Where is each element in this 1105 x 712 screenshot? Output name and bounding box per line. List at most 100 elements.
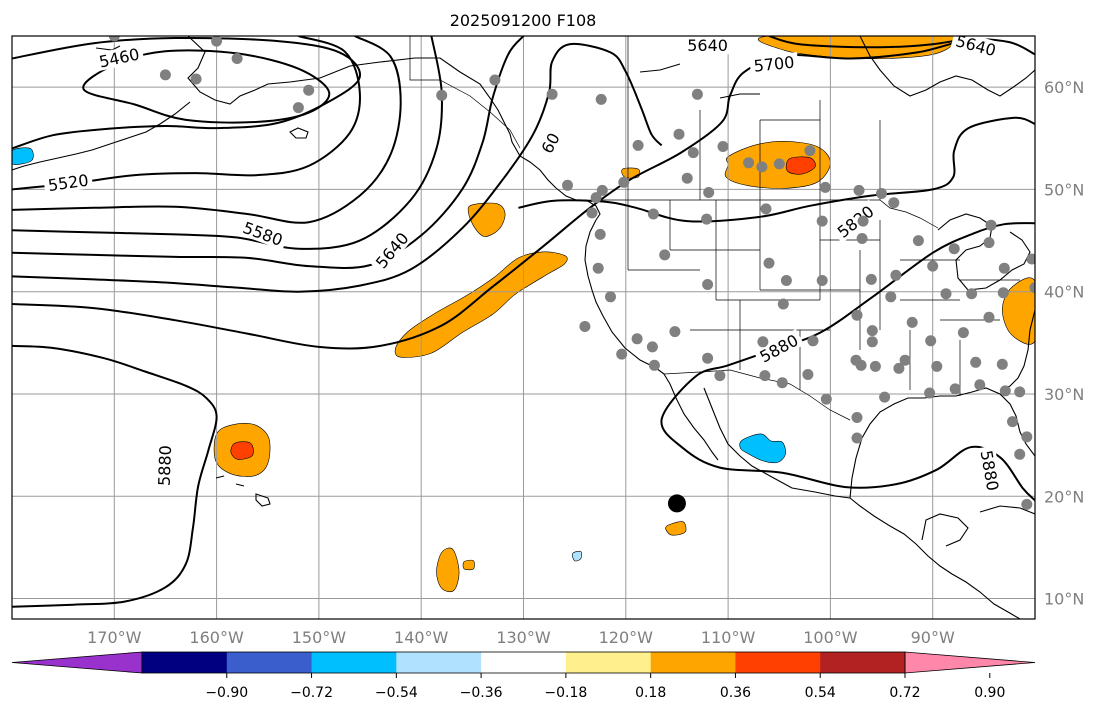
colorbar-bin [820,652,906,673]
colorbar-tick-label: 0.72 [889,685,920,701]
station-dot [1021,431,1033,443]
station-dot [159,69,171,81]
colorbar-bin [481,652,567,673]
station-dot [888,197,900,209]
station-dot [890,269,902,281]
station-dot [899,354,911,366]
station-dot [760,203,772,215]
station-dot [998,262,1010,274]
station-dot [931,360,943,372]
station-dot [985,219,997,231]
station-dot [303,84,315,96]
contour-label-text: 5880 [155,445,175,486]
colorbar-tick-labels: −0.90 −0.72 −0.54 −0.36 −0.18 0.18 0.36 0.54 0.7… [205,673,1005,701]
station-dot [108,36,120,42]
station-dot [906,316,918,328]
colorbar-tick-label: −0.18 [544,685,587,701]
contour-line-5700 [768,36,979,49]
colorbar-tick-label: −0.72 [290,685,333,701]
station-dot [231,53,243,64]
station-dot [857,215,869,227]
station-dot [925,335,937,347]
station-dot [756,161,768,173]
lat-tick-label: 10°N [1044,590,1084,609]
contour-label-bg [154,441,175,490]
station-dot [702,352,714,364]
storm-center-marker [667,494,686,513]
station-dot [590,192,602,204]
station-dot [1007,416,1018,428]
contour-label-bg [976,445,1004,496]
station-dot [592,262,604,274]
contour-label-bg [683,36,732,55]
colorbar-bin [735,652,821,673]
lat-tick-label: 20°N [1044,487,1084,506]
anomaly-shading [12,36,1035,593]
lon-tick-label: 150°W [292,628,347,647]
coastline-alaska [187,36,557,189]
lat-tick-label: 60°N [1044,78,1084,97]
contour-label-bg [43,170,94,195]
colorbar-tick-label: −0.90 [205,685,248,701]
political-borders [409,36,1020,421]
station-dot [820,393,832,405]
station-dot [850,354,862,366]
lon-tick-label: 90°W [911,628,955,647]
contour-label-bg [830,199,880,244]
station-dot [1026,253,1035,265]
contour-label-text: 5640 [687,36,728,55]
station-dot [773,158,785,170]
station-dot [743,157,755,169]
station-dot [949,383,961,395]
colorbar-tick-label: 0.18 [635,685,666,701]
shaded-region [12,147,34,165]
height-contours [12,36,1035,608]
station-dot [763,257,775,269]
lat-tick-label: 50°N [1044,180,1084,199]
shaded-region [462,559,475,571]
border-canada-us [600,199,939,229]
station-dot [927,260,939,272]
coastline-hawaii [215,475,271,507]
shaded-region [230,441,254,460]
station-dot [190,73,202,85]
contour-label-bg [753,328,805,368]
station-dot [659,249,671,261]
station-dot [816,275,828,286]
station-dot [703,187,715,198]
station-dot [974,379,986,391]
map-frame [11,35,1036,620]
station-dot [687,147,699,159]
station-dot [885,291,897,303]
coastlines [12,36,1035,619]
colorbar-bin [226,652,313,673]
contour-line-5520 [12,36,361,150]
station-dot [701,213,713,225]
contour-line-5880 [660,222,1035,502]
station-dot [546,88,558,100]
station-dot [957,327,969,339]
contour-label-bg [535,126,565,160]
station-markers [108,36,1035,510]
longitude-tick-labels: 170°W 160°W 150°W 140°W 130°W 120°W 110°W 100°W… [87,628,955,647]
station-dot [807,335,819,347]
lon-tick-label: 170°W [87,628,142,647]
station-dot [759,370,771,382]
colorbar-bin [142,652,228,673]
contour-label: 5880 [154,441,175,490]
station-dot [648,359,660,371]
border-canada-provinces [627,36,881,200]
colorbar-bin [650,652,736,673]
station-dot [605,291,616,303]
shaded-region [665,521,687,536]
coastline-us-west [584,219,665,375]
colorbar-extend-low [11,651,143,674]
station-dot [436,89,448,101]
station-dot [1014,448,1026,460]
station-dot [996,358,1008,370]
station-dot [876,188,887,199]
station-dot [632,139,644,151]
contour-line-5520 [12,36,361,191]
contour-line-5640 [12,42,663,293]
shaded-region [394,251,568,358]
